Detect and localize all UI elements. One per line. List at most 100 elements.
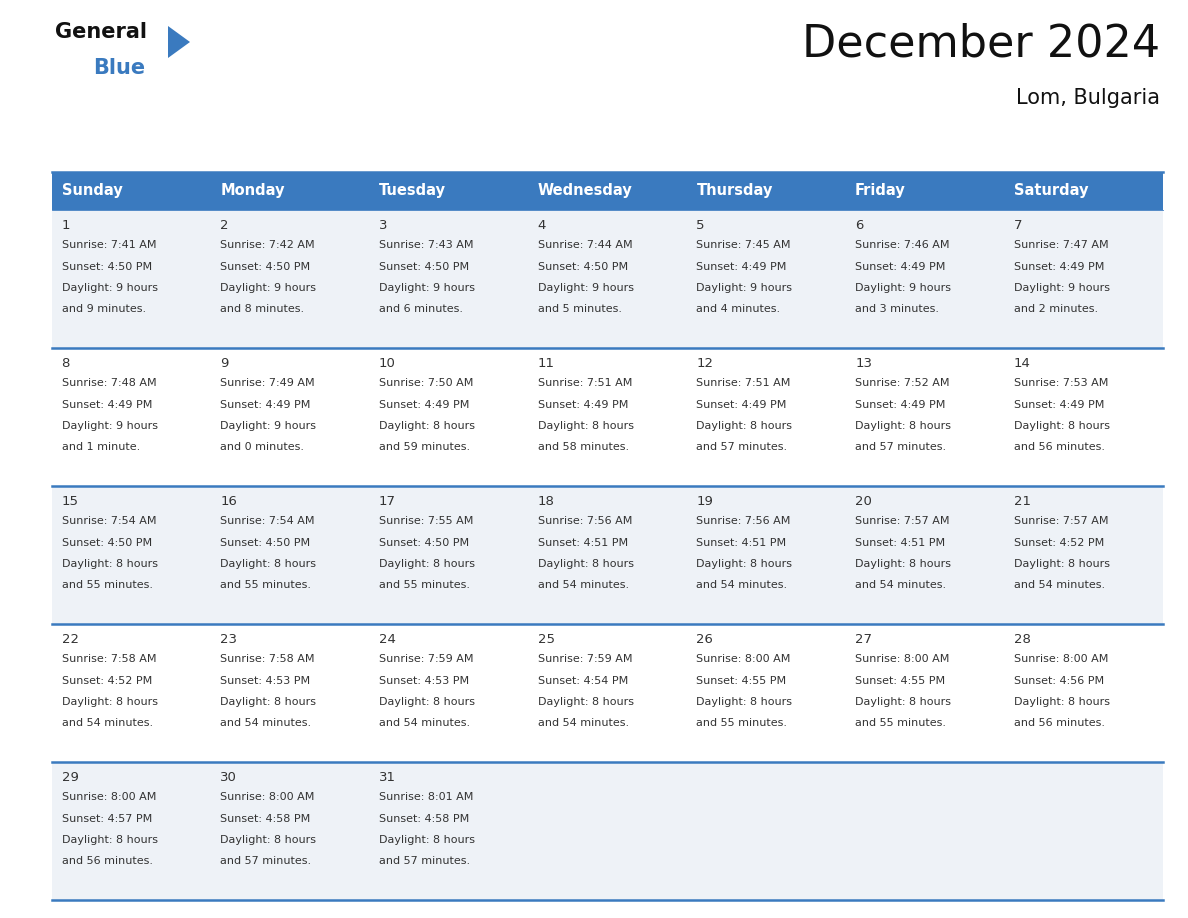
Text: and 57 minutes.: and 57 minutes. — [696, 442, 788, 453]
Text: and 6 minutes.: and 6 minutes. — [379, 305, 463, 315]
Text: Daylight: 8 hours: Daylight: 8 hours — [379, 421, 475, 431]
Text: Sunrise: 7:49 AM: Sunrise: 7:49 AM — [220, 378, 315, 388]
Text: 2: 2 — [220, 219, 229, 232]
Text: 18: 18 — [538, 495, 555, 508]
Text: Daylight: 8 hours: Daylight: 8 hours — [696, 421, 792, 431]
Text: Sunrise: 7:58 AM: Sunrise: 7:58 AM — [220, 654, 315, 664]
Text: 8: 8 — [62, 357, 70, 370]
Text: Sunrise: 7:50 AM: Sunrise: 7:50 AM — [379, 378, 473, 388]
Text: 20: 20 — [855, 495, 872, 508]
Text: Sunset: 4:49 PM: Sunset: 4:49 PM — [855, 399, 946, 409]
Text: and 54 minutes.: and 54 minutes. — [538, 719, 628, 729]
Text: and 54 minutes.: and 54 minutes. — [538, 580, 628, 590]
Text: 30: 30 — [220, 771, 238, 784]
Bar — [369, 624, 529, 762]
Text: and 57 minutes.: and 57 minutes. — [220, 856, 311, 867]
Text: Daylight: 8 hours: Daylight: 8 hours — [855, 559, 952, 569]
Text: Sunrise: 7:52 AM: Sunrise: 7:52 AM — [855, 378, 949, 388]
Text: General: General — [55, 22, 147, 42]
Text: Sunrise: 7:45 AM: Sunrise: 7:45 AM — [696, 240, 791, 250]
Bar — [369, 348, 529, 486]
Text: December 2024: December 2024 — [802, 22, 1159, 65]
Text: Sunset: 4:58 PM: Sunset: 4:58 PM — [379, 813, 469, 823]
Text: 17: 17 — [379, 495, 396, 508]
Text: and 54 minutes.: and 54 minutes. — [220, 719, 311, 729]
Text: Daylight: 8 hours: Daylight: 8 hours — [220, 559, 316, 569]
Text: Daylight: 9 hours: Daylight: 9 hours — [855, 283, 952, 293]
Text: Sunset: 4:52 PM: Sunset: 4:52 PM — [62, 676, 152, 686]
Text: Daylight: 8 hours: Daylight: 8 hours — [538, 559, 633, 569]
Text: and 2 minutes.: and 2 minutes. — [1013, 305, 1098, 315]
Text: 10: 10 — [379, 357, 396, 370]
Text: Sunset: 4:55 PM: Sunset: 4:55 PM — [855, 676, 946, 686]
Text: Daylight: 8 hours: Daylight: 8 hours — [379, 697, 475, 707]
Text: Daylight: 9 hours: Daylight: 9 hours — [379, 283, 475, 293]
Text: Sunset: 4:49 PM: Sunset: 4:49 PM — [220, 399, 310, 409]
Text: Lom, Bulgaria: Lom, Bulgaria — [1016, 88, 1159, 108]
Text: Sunset: 4:49 PM: Sunset: 4:49 PM — [379, 399, 469, 409]
Bar — [846, 762, 1004, 900]
Text: Sunrise: 7:42 AM: Sunrise: 7:42 AM — [220, 240, 315, 250]
Text: Sunset: 4:49 PM: Sunset: 4:49 PM — [696, 262, 786, 272]
Bar — [369, 210, 529, 348]
Bar — [687, 762, 846, 900]
Text: Sunrise: 7:54 AM: Sunrise: 7:54 AM — [62, 516, 156, 526]
Text: Sunrise: 7:46 AM: Sunrise: 7:46 AM — [855, 240, 949, 250]
Text: Daylight: 9 hours: Daylight: 9 hours — [538, 283, 633, 293]
Text: Daylight: 8 hours: Daylight: 8 hours — [1013, 421, 1110, 431]
Text: Sunset: 4:51 PM: Sunset: 4:51 PM — [538, 538, 627, 547]
Text: and 3 minutes.: and 3 minutes. — [855, 305, 939, 315]
Text: Sunset: 4:50 PM: Sunset: 4:50 PM — [62, 262, 152, 272]
Text: Sunrise: 7:43 AM: Sunrise: 7:43 AM — [379, 240, 474, 250]
Bar — [210, 348, 369, 486]
Text: Sunrise: 7:56 AM: Sunrise: 7:56 AM — [696, 516, 791, 526]
Bar — [687, 348, 846, 486]
Text: Sunday: Sunday — [62, 184, 122, 198]
Text: Sunset: 4:49 PM: Sunset: 4:49 PM — [538, 399, 628, 409]
Text: 7: 7 — [1013, 219, 1023, 232]
Text: Daylight: 9 hours: Daylight: 9 hours — [62, 283, 158, 293]
Text: and 54 minutes.: and 54 minutes. — [696, 580, 788, 590]
Text: Daylight: 8 hours: Daylight: 8 hours — [62, 559, 158, 569]
Text: 6: 6 — [855, 219, 864, 232]
Bar — [369, 172, 529, 210]
Text: Daylight: 8 hours: Daylight: 8 hours — [696, 697, 792, 707]
Text: Daylight: 8 hours: Daylight: 8 hours — [62, 835, 158, 845]
Text: and 54 minutes.: and 54 minutes. — [62, 719, 152, 729]
Bar — [52, 624, 210, 762]
Bar — [1004, 210, 1163, 348]
Text: Daylight: 8 hours: Daylight: 8 hours — [220, 835, 316, 845]
Bar — [529, 172, 687, 210]
Text: and 54 minutes.: and 54 minutes. — [855, 580, 946, 590]
Text: Daylight: 8 hours: Daylight: 8 hours — [220, 697, 316, 707]
Text: 11: 11 — [538, 357, 555, 370]
Bar — [210, 762, 369, 900]
Text: Daylight: 8 hours: Daylight: 8 hours — [855, 697, 952, 707]
Text: and 54 minutes.: and 54 minutes. — [379, 719, 470, 729]
Text: 14: 14 — [1013, 357, 1031, 370]
Text: 26: 26 — [696, 633, 713, 646]
Text: 24: 24 — [379, 633, 396, 646]
Text: Sunrise: 7:47 AM: Sunrise: 7:47 AM — [1013, 240, 1108, 250]
Bar — [1004, 172, 1163, 210]
Bar — [529, 348, 687, 486]
Text: Wednesday: Wednesday — [538, 184, 632, 198]
Text: Sunset: 4:53 PM: Sunset: 4:53 PM — [220, 676, 310, 686]
Text: Sunset: 4:57 PM: Sunset: 4:57 PM — [62, 813, 152, 823]
Bar — [210, 172, 369, 210]
Text: and 59 minutes.: and 59 minutes. — [379, 442, 470, 453]
Bar — [846, 348, 1004, 486]
Text: Sunset: 4:49 PM: Sunset: 4:49 PM — [1013, 262, 1104, 272]
Text: Sunrise: 7:53 AM: Sunrise: 7:53 AM — [1013, 378, 1108, 388]
Text: Sunset: 4:50 PM: Sunset: 4:50 PM — [538, 262, 627, 272]
Text: 23: 23 — [220, 633, 238, 646]
Text: and 56 minutes.: and 56 minutes. — [1013, 719, 1105, 729]
Text: 3: 3 — [379, 219, 387, 232]
Bar — [369, 762, 529, 900]
Text: Saturday: Saturday — [1013, 184, 1088, 198]
Text: Daylight: 8 hours: Daylight: 8 hours — [379, 559, 475, 569]
Text: Sunrise: 7:48 AM: Sunrise: 7:48 AM — [62, 378, 156, 388]
Text: Daylight: 8 hours: Daylight: 8 hours — [1013, 697, 1110, 707]
Text: Friday: Friday — [855, 184, 905, 198]
Text: Sunrise: 8:00 AM: Sunrise: 8:00 AM — [696, 654, 791, 664]
